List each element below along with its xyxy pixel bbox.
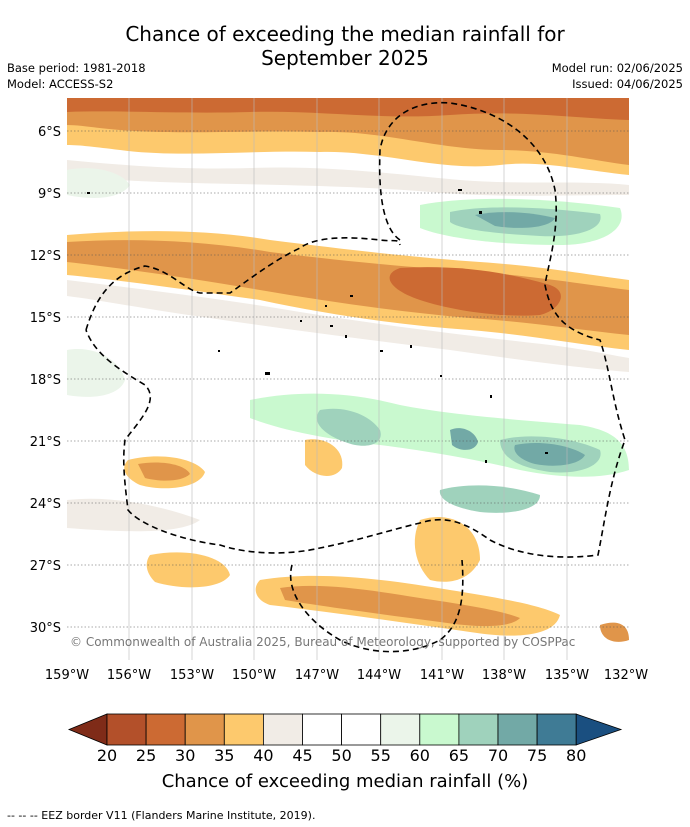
lat-tick-21s: 21°S [30,435,61,450]
meta-right: Model run: 02/06/2025 Issued: 04/06/2025 [552,60,683,92]
colorbar-tick-80: 80 [566,746,586,765]
lon-tick-132w: 132°W [604,668,648,683]
lat-tick-24s: 24°S [30,497,61,512]
wet-patch-small-70 [450,428,478,450]
lon-tick-141w: 141°W [420,668,464,683]
colorbar-bin-30 [184,713,225,746]
dry-band-south-35 [280,585,520,627]
wet-patch-east-70 [514,443,585,466]
eez-border-polynesia [85,101,626,558]
colorbar-under-arrow [67,713,108,746]
dry-patch-southwest2-40 [146,552,230,588]
colorbar: 20 25 30 35 40 45 50 55 60 65 70 75 80 [67,713,623,765]
eez-legend-note: -- -- -- EEZ border V11 (Flanders Marine… [7,809,316,822]
neutral-patch-south [67,498,200,532]
wet-patch-north-70 [475,212,555,228]
colorbar-bin-75 [536,713,577,746]
title-line-1: Chance of exceeding the median rainfall … [125,22,565,46]
meridians [128,98,568,660]
colorbar-bin-50 [341,713,382,746]
colorbar-tick-35: 35 [214,746,234,765]
dry-patch-south-40 [414,516,480,582]
colorbar-tick-50: 50 [331,746,351,765]
colorbar-bin-65 [458,713,499,746]
lat-tick-15s: 15°S [30,311,61,326]
colorbar-bin-20 [106,713,147,746]
dry-band-north-30 [67,98,629,120]
dry-patch-southeast-35 [600,622,629,642]
neutral-band-north [67,160,629,196]
model-name: Model: ACCESS-S2 [7,77,114,91]
colorbar-tick-75: 75 [527,746,547,765]
eez-border-pitcairn [289,559,464,653]
meta-left: Base period: 1981-2018 Model: ACCESS-S2 [7,60,146,92]
model-run: Model run: 02/06/2025 [551,61,683,75]
colorbar-bin-55 [380,713,421,746]
lat-tick-9s: 9°S [38,187,61,202]
lon-tick-159w: 159°W [45,668,89,683]
lon-tick-138w: 138°W [482,668,526,683]
dry-core-central-30 [389,267,561,316]
colorbar-tick-45: 45 [292,746,312,765]
colorbar-over-arrow [575,713,623,746]
colorbar-bin-35 [223,713,264,746]
base-period: Base period: 1981-2018 [7,61,146,75]
longitude-axis: 159°W 156°W 153°W 150°W 147°W 144°W 141°… [45,668,648,683]
title-line-2: September 2025 [261,46,429,70]
dry-patch-southwest-35 [138,462,190,481]
wet-patch-central-65 [316,408,381,446]
colorbar-tick-55: 55 [371,746,391,765]
colorbar-bin-25 [145,713,186,746]
wet-patch-northwest-55 [67,168,130,198]
wet-patch-south-65 [439,485,540,513]
latitude-axis: 6°S 9°S 12°S 15°S 18°S 21°S 24°S 27°S 30… [30,125,61,636]
islands [87,189,548,463]
colorbar-tick-30: 30 [175,746,195,765]
lat-tick-12s: 12°S [30,249,61,264]
dry-patch-central-40 [305,439,343,476]
lat-tick-27s: 27°S [30,559,61,574]
graticule [67,130,629,628]
colorbar-bin-40 [262,713,303,746]
colorbar-bin-45 [302,713,342,746]
neutral-band-central [67,280,629,372]
colorbar-tick-40: 40 [253,746,273,765]
colorbar-tick-65: 65 [449,746,469,765]
dry-band-north-35 [67,98,629,165]
map-title: Chance of exceeding the median rainfall … [0,22,690,70]
lon-tick-147w: 147°W [295,668,339,683]
colorbar-tick-25: 25 [136,746,156,765]
map-area: © Commonwealth of Australia 2025, Bureau… [67,98,629,660]
colorbar-bin-70 [497,713,538,746]
lat-tick-30s: 30°S [30,621,61,636]
rainfall-probability-field [67,98,629,642]
issued-date: Issued: 04/06/2025 [572,77,683,91]
colorbar-tick-60: 60 [410,746,430,765]
colorbar-label: Chance of exceeding median rainfall (%) [161,771,529,792]
lon-tick-156w: 156°W [107,668,151,683]
copyright-notice: © Commonwealth of Australia 2025, Bureau… [70,635,575,649]
lon-tick-153w: 153°W [170,668,214,683]
lon-tick-144w: 144°W [357,668,401,683]
lat-tick-18s: 18°S [30,373,61,388]
lon-tick-135w: 135°W [545,668,589,683]
colorbar-bin-60 [419,713,460,746]
colorbar-tick-20: 20 [97,746,117,765]
eez-border [85,101,626,653]
wet-patch-west-55 [67,349,125,397]
colorbar-tick-70: 70 [488,746,508,765]
lon-tick-150w: 150°W [232,668,276,683]
lat-tick-6s: 6°S [38,125,61,140]
